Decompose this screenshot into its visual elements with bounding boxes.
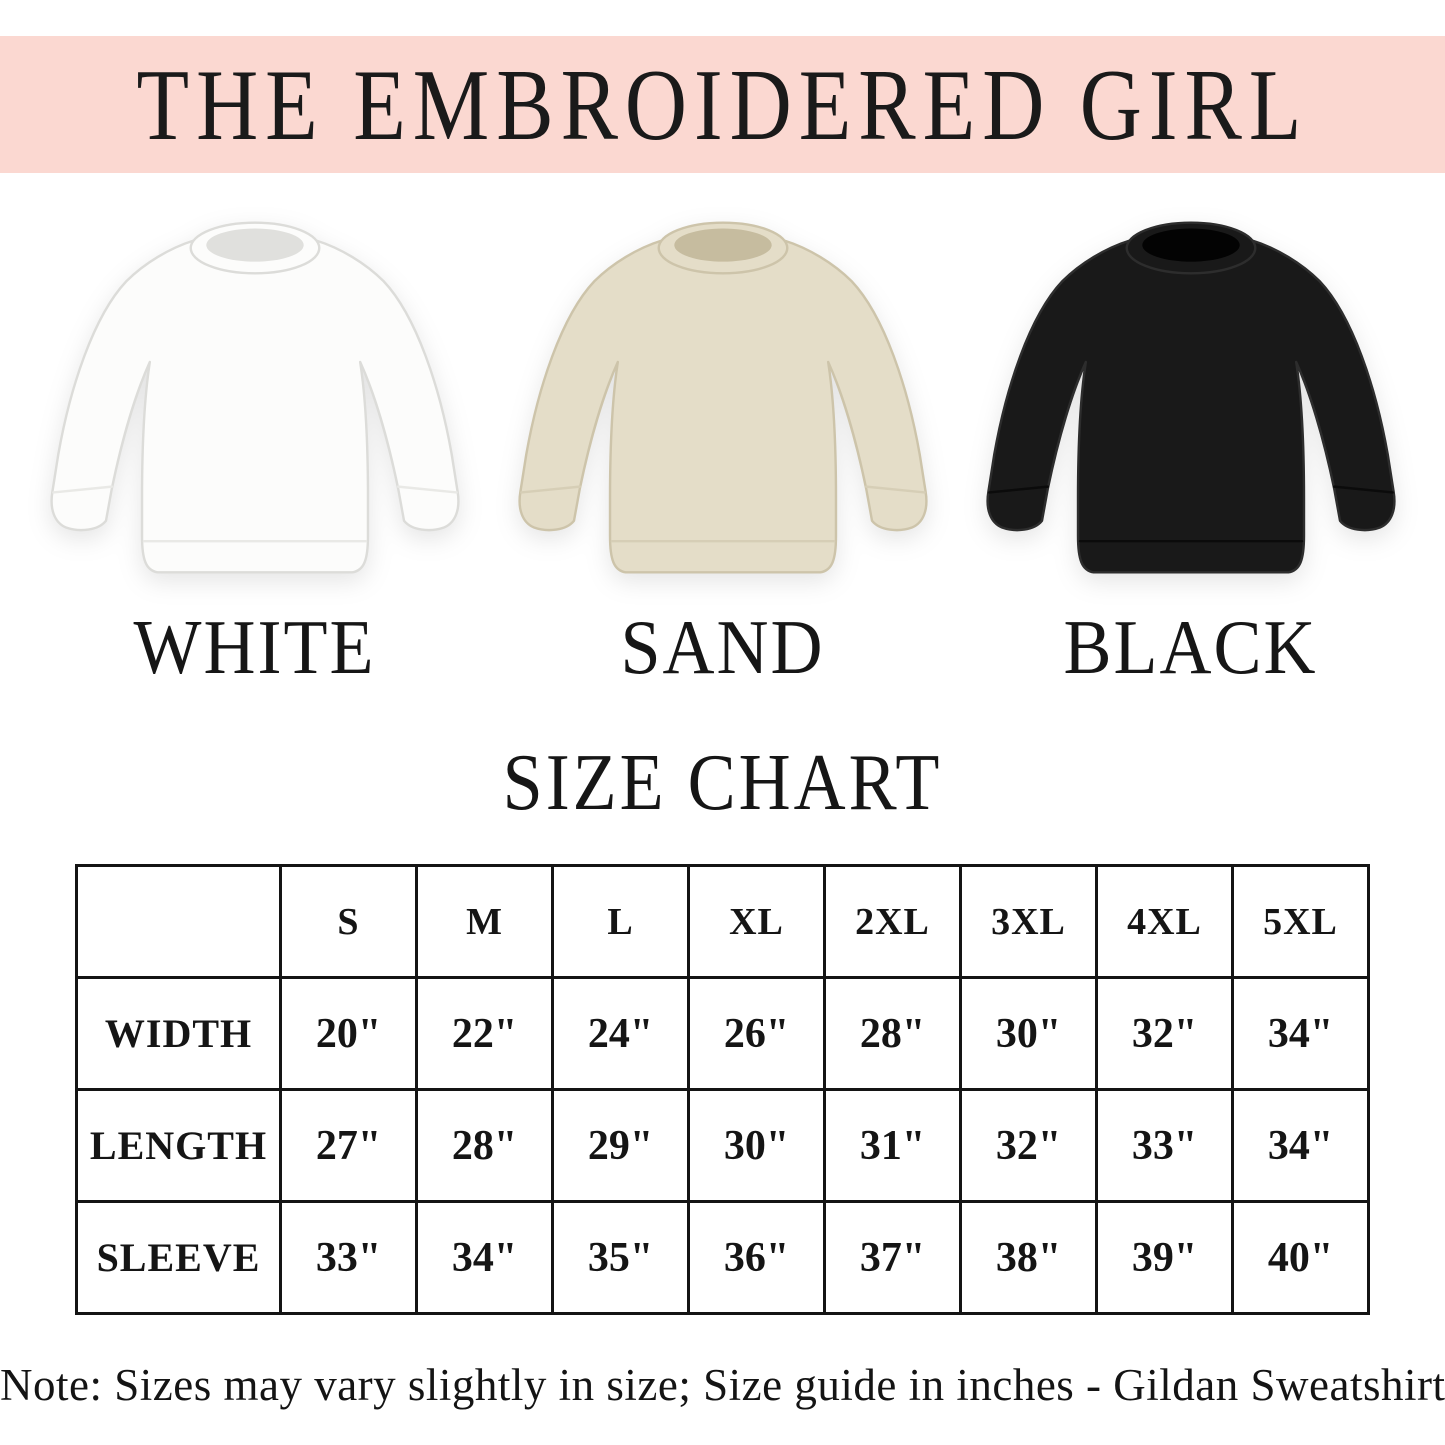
- size-chart-heading: SIZE CHART: [502, 737, 943, 827]
- size-value-cell: 33": [1095, 1088, 1234, 1203]
- size-value-cell: 37": [823, 1200, 962, 1315]
- size-value-cell: 32": [1095, 976, 1234, 1091]
- measure-row-label: LENGTH: [75, 1088, 282, 1203]
- size-value-cell: 28": [823, 976, 962, 1091]
- size-column-header: 3XL: [959, 864, 1098, 979]
- size-value-cell: 34": [1231, 1088, 1370, 1203]
- size-column-header: 5XL: [1231, 864, 1370, 979]
- size-value-cell: 38": [959, 1200, 1098, 1315]
- size-chart-table: S M L XL 2XL 3XL 4XL 5XL WIDTH 20" 22" 2…: [75, 864, 1370, 1315]
- measure-row-label: WIDTH: [75, 976, 282, 1091]
- sweatshirt-image-white: [49, 221, 460, 574]
- size-column-header: 4XL: [1095, 864, 1234, 979]
- brand-title: THE EMBROIDERED GIRL: [136, 47, 1309, 162]
- size-column-header: M: [415, 864, 554, 979]
- size-value-cell: 30": [687, 1088, 826, 1203]
- size-value-cell: 34": [415, 1200, 554, 1315]
- sweatshirt-image-black: [985, 221, 1396, 574]
- size-value-cell: 31": [823, 1088, 962, 1203]
- size-column-header: L: [551, 864, 690, 979]
- page: { "banner": { "title": "THE EMBROIDERED …: [0, 36, 1445, 1445]
- size-value-cell: 22": [415, 976, 554, 1091]
- table-row-length: LENGTH 27" 28" 29" 30" 31" 32" 33" 34": [75, 1088, 1370, 1203]
- size-column-header: 2XL: [823, 864, 962, 979]
- product-color-row: WHITE SAND BLACK: [0, 203, 1445, 691]
- size-value-cell: 32": [959, 1088, 1098, 1203]
- size-header-row: S M L XL 2XL 3XL 4XL 5XL: [75, 864, 1370, 979]
- product-color-label: WHITE: [133, 603, 376, 691]
- size-column-header: XL: [687, 864, 826, 979]
- empty-corner-cell: [75, 864, 282, 979]
- product-card-white: WHITE: [21, 203, 489, 691]
- size-value-cell: 24": [551, 976, 690, 1091]
- product-card-sand: SAND: [489, 203, 957, 691]
- size-value-cell: 29": [551, 1088, 690, 1203]
- table-row-width: WIDTH 20" 22" 24" 26" 28" 30" 32" 34": [75, 976, 1370, 1091]
- size-value-cell: 30": [959, 976, 1098, 1091]
- brand-banner: THE EMBROIDERED GIRL: [0, 36, 1445, 173]
- size-value-cell: 34": [1231, 976, 1370, 1091]
- measure-row-label: SLEEVE: [75, 1200, 282, 1315]
- size-value-cell: 35": [551, 1200, 690, 1315]
- product-color-label: BLACK: [1063, 603, 1318, 691]
- table-row-sleeve: SLEEVE 33" 34" 35" 36" 37" 38" 39" 40": [75, 1200, 1370, 1315]
- size-value-cell: 28": [415, 1088, 554, 1203]
- product-card-black: BLACK: [957, 203, 1425, 691]
- size-column-header: S: [279, 864, 418, 979]
- size-value-cell: 27": [279, 1088, 418, 1203]
- footer-note: Note: Sizes may vary slightly in size; S…: [0, 1360, 1445, 1410]
- size-value-cell: 40": [1231, 1200, 1370, 1315]
- size-value-cell: 26": [687, 976, 826, 1091]
- size-value-cell: 33": [279, 1200, 418, 1315]
- product-color-label: SAND: [620, 603, 825, 691]
- size-value-cell: 36": [687, 1200, 826, 1315]
- sweatshirt-image-sand: [517, 221, 928, 574]
- size-value-cell: 20": [279, 976, 418, 1091]
- size-value-cell: 39": [1095, 1200, 1234, 1315]
